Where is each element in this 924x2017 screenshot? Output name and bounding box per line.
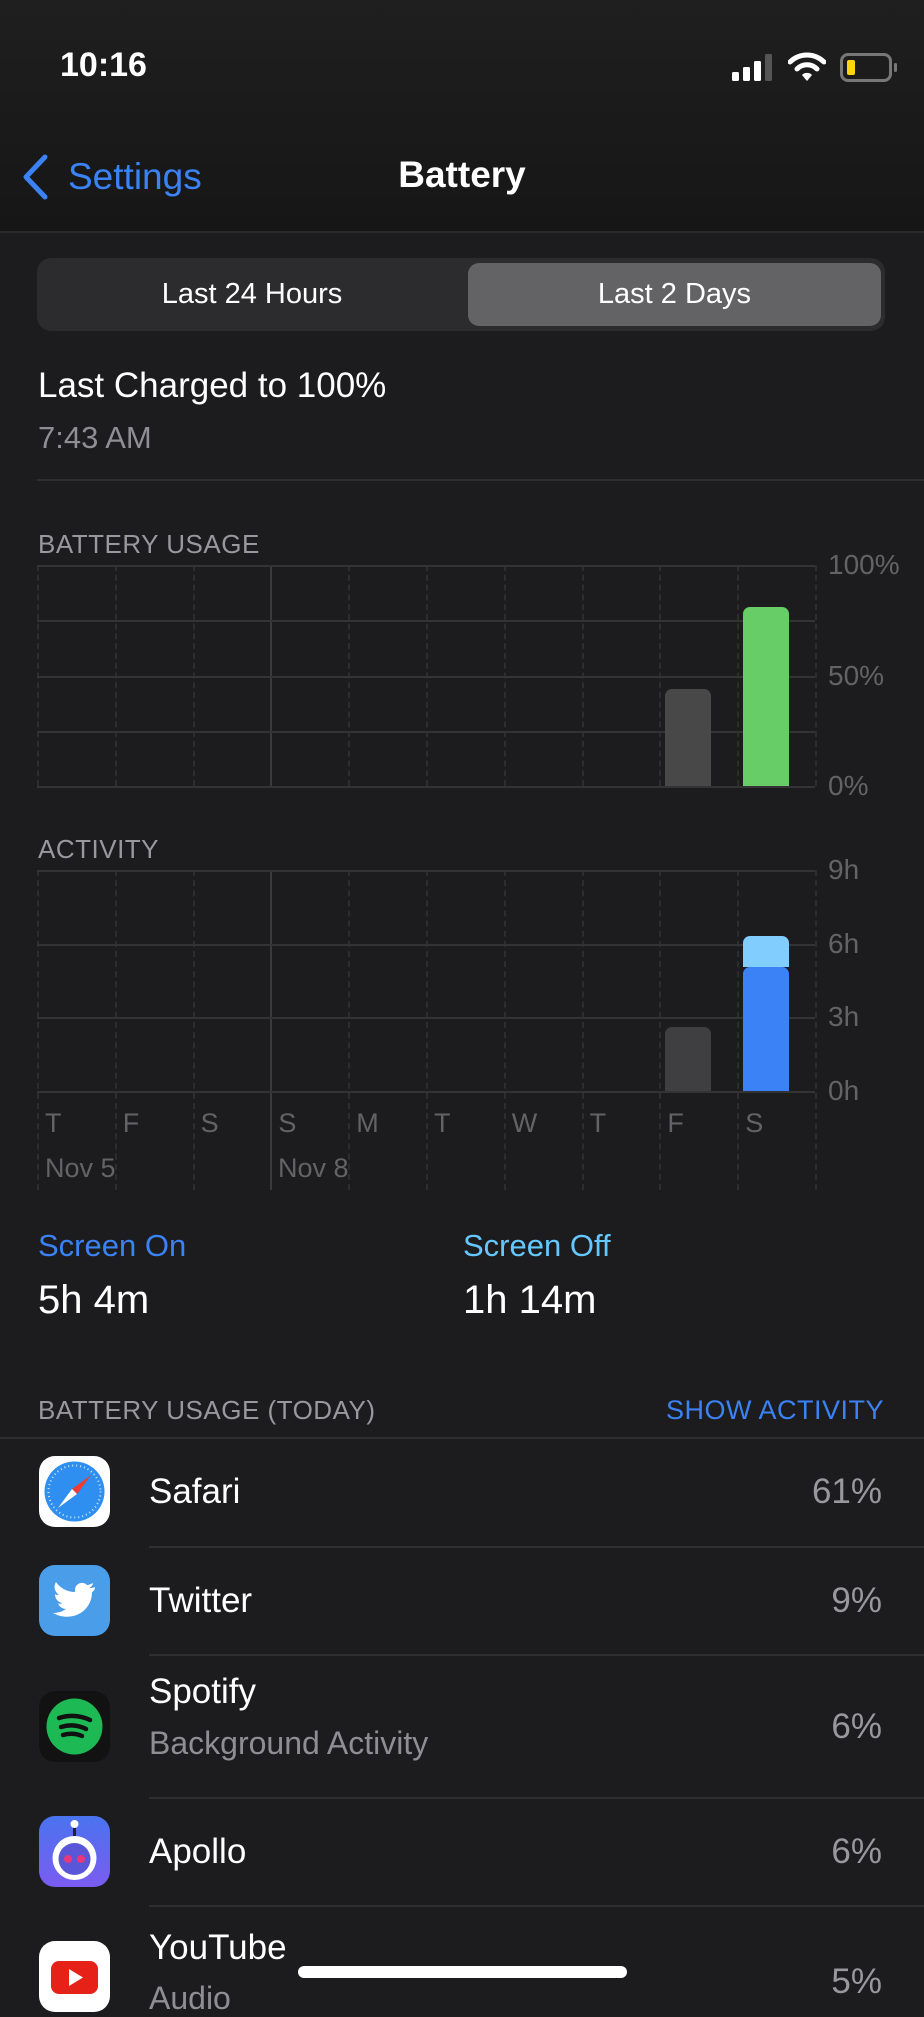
screen-off-label: Screen Off (463, 1228, 611, 1263)
screen-on-bar (743, 966, 789, 1091)
app-percent: 61% (811, 1472, 882, 1511)
screen-on-label: Screen On (38, 1228, 187, 1263)
back-label: Settings (68, 156, 202, 197)
app-name: Apollo (149, 1832, 247, 1871)
x-date-label: Nov 5 (45, 1153, 116, 1183)
grid-line-vertical (270, 870, 273, 1190)
grid-line-vertical (659, 870, 662, 1190)
app-row-apollo[interactable]: Apollo 6% (0, 1798, 924, 1905)
screen-on-bar (665, 1027, 712, 1091)
grid-line-vertical (737, 870, 740, 1190)
y-tick-label: 6h (828, 927, 860, 959)
app-row-safari[interactable]: Safari 61% (0, 1438, 924, 1546)
y-tick-label: 3h (828, 1001, 860, 1033)
time-range-segmented-control: Last 24 Hours Last 2 Days (37, 258, 885, 331)
grid-line-horizontal (37, 870, 815, 872)
x-day-label: T (45, 1108, 62, 1138)
x-day-label: T (434, 1108, 451, 1138)
app-subtitle: Audio (149, 1980, 231, 2016)
battery-bar (665, 688, 712, 786)
app-name: Spotify (149, 1672, 256, 1711)
grid-line-vertical (503, 870, 506, 1190)
y-tick-label: 9h (828, 854, 860, 885)
app-name: Safari (149, 1472, 241, 1511)
app-percent: 6% (831, 1832, 882, 1871)
screen-off-bar (743, 936, 789, 967)
wifi-icon (788, 52, 826, 81)
twitter-icon (39, 1565, 110, 1636)
battery-icon (840, 53, 897, 82)
cellular-signal-icon (732, 54, 772, 81)
x-day-label: W (511, 1108, 538, 1138)
app-row-youtube[interactable]: YouTube Audio 5% (0, 1906, 924, 2016)
app-percent: 5% (831, 1962, 882, 2001)
x-day-label: T (589, 1108, 607, 1138)
app-name: YouTube (149, 1928, 287, 1967)
grid-line-vertical (37, 870, 39, 1190)
usage-section-header: BATTERY USAGE (TODAY) (38, 1395, 376, 1425)
grid-line-horizontal (37, 1091, 815, 1093)
app-name: Twitter (149, 1581, 253, 1620)
grid-line-horizontal (37, 675, 815, 678)
last-charged-title: Last Charged to 100% (38, 366, 387, 405)
app-row-spotify[interactable]: Spotify Background Activity 6% (0, 1655, 924, 1797)
x-date-label: Nov 8 (278, 1153, 349, 1183)
battery-usage-chart-title: BATTERY USAGE (38, 529, 260, 559)
grid-line-vertical (348, 870, 351, 1190)
x-day-label: S (278, 1108, 297, 1138)
y-tick-label: 50% (828, 659, 885, 691)
grid-line-horizontal (37, 565, 815, 567)
grid-line-vertical (192, 870, 195, 1190)
grid-line-horizontal (37, 620, 815, 623)
last-charged-time: 7:43 AM (38, 420, 152, 455)
screen-on-value: 5h 4m (38, 1278, 150, 1322)
home-indicator[interactable] (298, 1966, 627, 1978)
battery-bar (743, 606, 789, 786)
grid-line-horizontal (37, 730, 815, 733)
grid-line-vertical (815, 565, 817, 786)
y-tick-label: 100% (828, 549, 900, 580)
grid-line-horizontal (37, 943, 815, 946)
grid-line-horizontal (37, 786, 815, 788)
x-day-label: F (667, 1108, 684, 1138)
status-time: 10:16 (60, 46, 147, 84)
grid-line-vertical (426, 870, 428, 1190)
app-percent: 6% (831, 1707, 882, 1746)
x-day-label: M (356, 1108, 379, 1138)
page-title: Battery (398, 154, 526, 195)
y-tick-label: 0% (828, 770, 869, 801)
grid-line-vertical (581, 870, 584, 1190)
youtube-icon (39, 1941, 110, 2012)
grid-line-horizontal (37, 1017, 815, 1020)
chevron-left-icon (23, 154, 48, 200)
show-activity-button[interactable]: SHOW ACTIVITY (665, 1395, 884, 1425)
apollo-icon (39, 1816, 110, 1887)
y-tick-label: 0h (828, 1075, 860, 1106)
app-row-twitter[interactable]: Twitter 9% (0, 1547, 924, 1654)
screen-off-value: 1h 14m (463, 1278, 597, 1322)
x-day-label: S (745, 1108, 764, 1138)
segment-last-2-days[interactable]: Last 2 Days (468, 263, 881, 326)
header (0, 0, 924, 231)
app-subtitle: Background Activity (149, 1725, 429, 1761)
grid-line-vertical (815, 870, 817, 1190)
x-day-label: F (122, 1108, 140, 1138)
grid-line-vertical (114, 870, 117, 1190)
back-button[interactable]: Settings (20, 154, 202, 200)
spotify-icon (39, 1691, 110, 1762)
segment-last-24-hours[interactable]: Last 24 Hours (161, 278, 343, 310)
x-day-label: S (200, 1108, 219, 1138)
activity-chart-title: ACTIVITY (38, 834, 160, 864)
app-percent: 9% (831, 1581, 882, 1620)
safari-icon (39, 1456, 110, 1527)
